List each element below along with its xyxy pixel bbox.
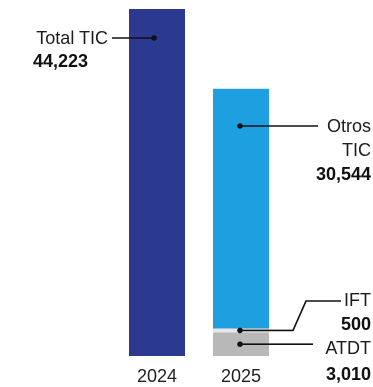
data-label-value-otros-tic: 30,544	[316, 164, 371, 184]
bar-segment-total-tic-2024	[129, 9, 185, 356]
data-label-value-total-tic: 44,223	[33, 51, 88, 71]
data-label-name-otros-tic-line-1: Otros	[327, 116, 371, 136]
data-label-value-ift: 500	[341, 314, 371, 334]
data-label-name-ift: IFT	[344, 290, 371, 310]
data-label-name-total-tic: Total TIC	[36, 28, 108, 48]
data-label-value-atdt: 3,010	[326, 364, 371, 384]
leader-dot-total-tic	[151, 35, 157, 41]
data-label-name-atdt: ATDT	[325, 338, 371, 358]
x-tick-label-2025: 2025	[221, 366, 261, 386]
data-label-name-otros-tic-line-2: TIC	[342, 140, 371, 160]
bar-segment-otros-tic-2025	[213, 88, 269, 329]
x-tick-label-2024: 2024	[137, 366, 177, 386]
leader-line-ift	[240, 300, 341, 332]
